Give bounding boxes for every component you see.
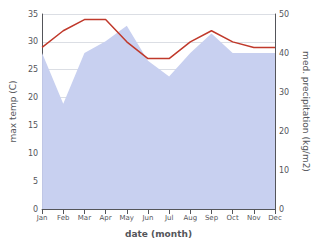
svg-text:Mar: Mar [78,214,91,222]
svg-text:med. precipitation (kg/m2): med. precipitation (kg/m2) [301,51,311,172]
svg-text:May: May [120,214,134,222]
svg-text:Jan: Jan [36,214,48,222]
svg-text:Nov: Nov [247,214,261,222]
svg-text:35: 35 [28,10,38,19]
svg-text:15: 15 [28,121,38,130]
svg-text:Oct: Oct [227,214,239,222]
svg-text:Dec: Dec [268,214,282,222]
svg-text:20: 20 [279,127,289,136]
svg-text:25: 25 [28,65,38,74]
svg-text:40: 40 [279,49,289,58]
svg-text:30: 30 [279,88,289,97]
svg-text:30: 30 [28,37,38,46]
svg-text:20: 20 [28,93,38,102]
svg-text:Sep: Sep [205,214,219,222]
svg-text:0: 0 [279,205,284,214]
svg-text:max temp (C): max temp (C) [8,80,18,142]
svg-text:10: 10 [279,166,289,175]
svg-text:50: 50 [279,10,289,19]
svg-text:Aug: Aug [183,214,197,222]
svg-text:Apr: Apr [100,214,112,222]
svg-text:Feb: Feb [57,214,70,222]
svg-text:10: 10 [28,149,38,158]
svg-text:date (month): date (month) [125,229,192,239]
svg-text:Jun: Jun [141,214,153,222]
svg-text:0: 0 [33,205,38,214]
svg-text:Jul: Jul [164,214,174,222]
svg-text:5: 5 [33,177,38,186]
